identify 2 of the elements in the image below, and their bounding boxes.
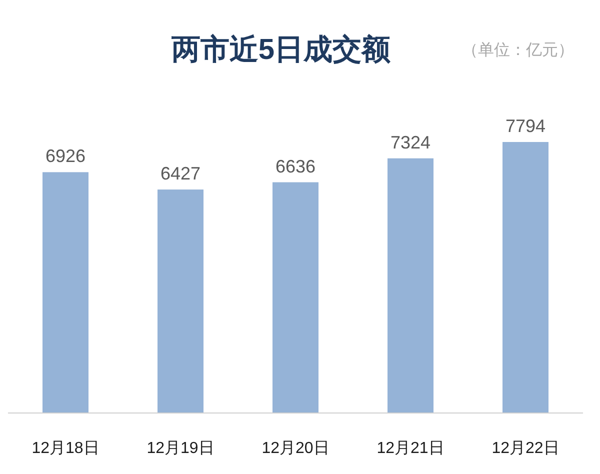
- subtitle: （单位：亿元）: [462, 42, 574, 59]
- title: 两市近5日成交额: [171, 34, 391, 66]
